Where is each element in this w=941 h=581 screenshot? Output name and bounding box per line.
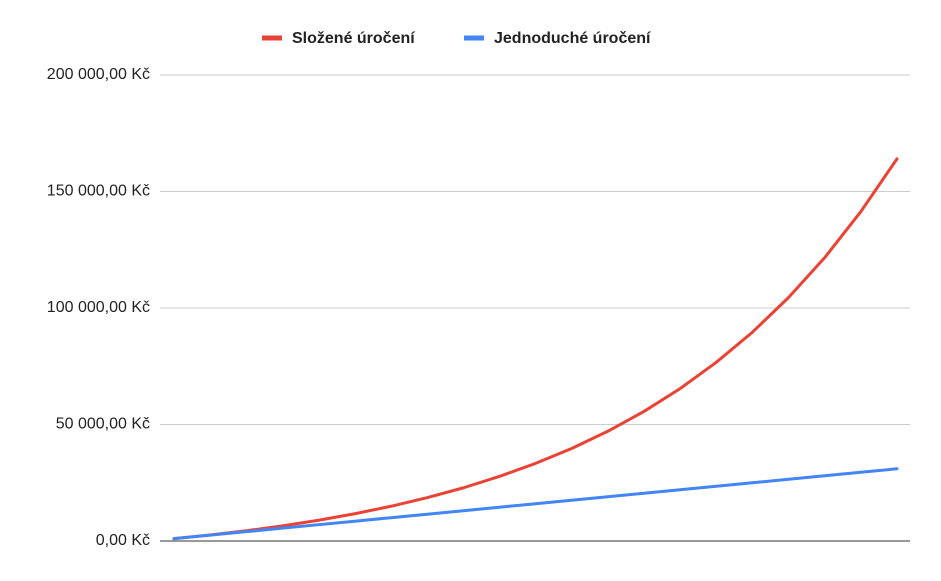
y-tick-label: 50 000,00 Kč — [56, 416, 150, 433]
y-tick-label: 200 000,00 Kč — [47, 66, 150, 83]
legend: Složené úročení Jednoduché úročení — [262, 30, 651, 47]
legend-swatch — [464, 35, 484, 41]
series-line — [172, 467, 899, 541]
series-line — [172, 157, 899, 541]
y-tick-label: 100 000,00 Kč — [47, 299, 150, 316]
y-tick-label: 0,00 Kč — [96, 532, 150, 549]
y-tick-label: 150 000,00 Kč — [47, 183, 150, 200]
legend-swatch — [262, 35, 282, 41]
legend-label: Složené úročení — [292, 30, 415, 47]
legend-label: Jednoduché úročení — [494, 30, 651, 47]
